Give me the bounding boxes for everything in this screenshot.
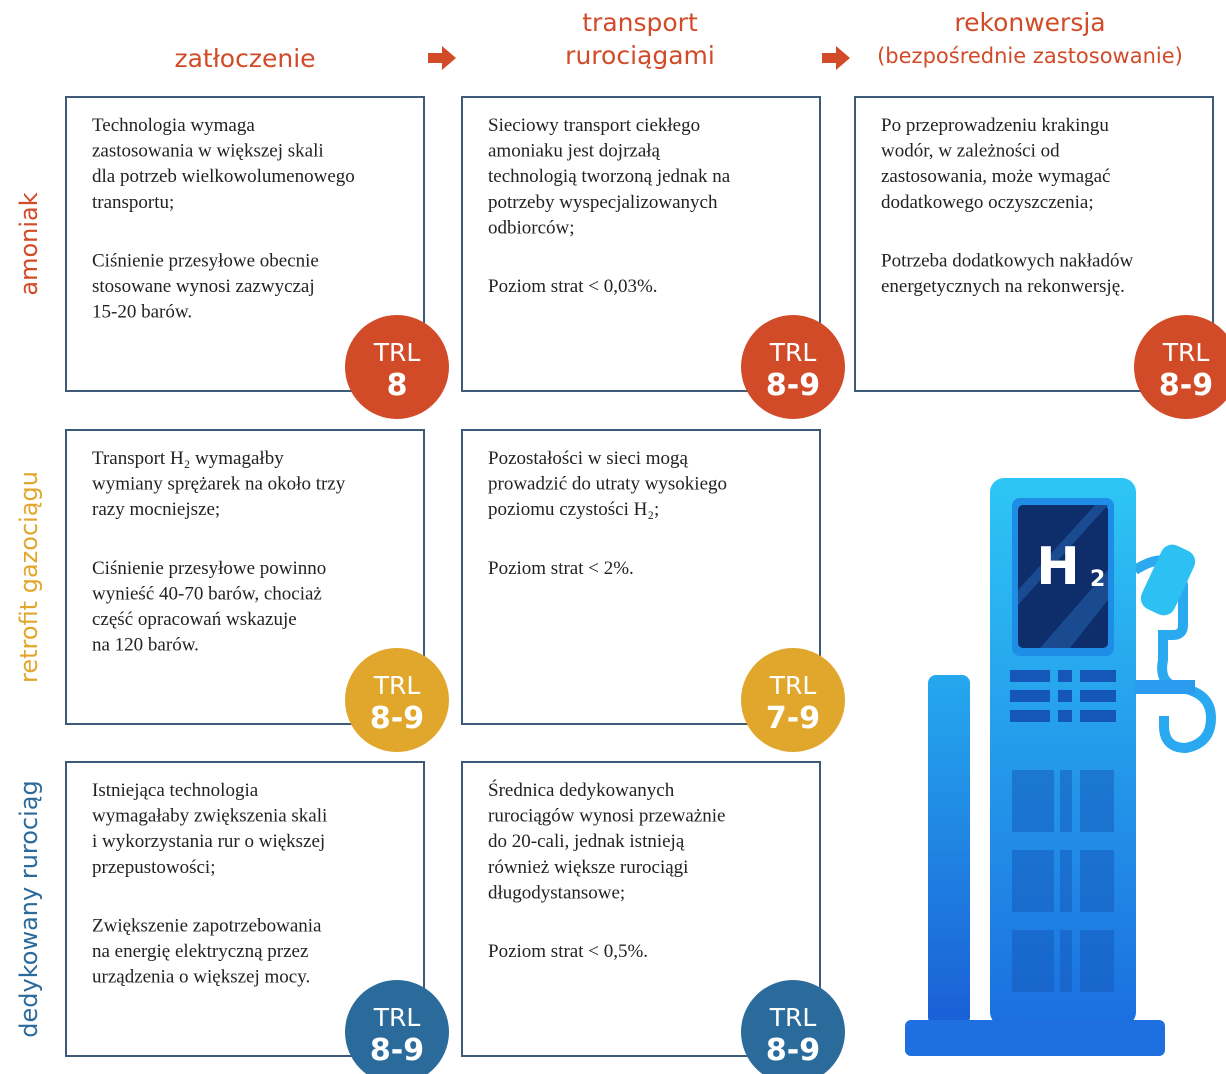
cell-text: Technologia wymaga	[92, 115, 255, 136]
hydrogen-pump: H 2	[905, 478, 1217, 1056]
row-label: amoniak	[15, 192, 43, 295]
column-header: transport	[582, 8, 698, 37]
trl-label: TRL	[373, 671, 421, 700]
cell-text: dla potrzeb wielkowolumenowego	[92, 166, 355, 187]
trl-level: 8	[387, 368, 408, 403]
cell-text: wynieść 40-70 barów, chociaż	[92, 583, 322, 604]
cell-text: Pozostałości w sieci mogą	[488, 448, 689, 469]
cell-text: Średnica dedykowanych	[488, 779, 675, 801]
trl-badge	[345, 315, 449, 419]
column-header: zatłoczenie	[174, 44, 315, 73]
keypad	[1010, 670, 1116, 992]
cell: Istniejąca technologia wymagałaby zwiększ…	[65, 761, 449, 1074]
nozzle	[1140, 544, 1196, 616]
trl-badge	[741, 315, 845, 419]
trl-label: TRL	[769, 671, 817, 700]
cell-text: wodór, w zależności od	[881, 141, 1060, 162]
cell-text: prowadzić do utraty wysokiego	[488, 474, 727, 495]
cell-text: część opracowań wskazuje	[92, 609, 297, 630]
cells: Technologia wymaga zastosowania w większe…	[65, 96, 1226, 1074]
cell-text: i wykorzystania rur o większej	[92, 831, 325, 852]
cell-text: dodatkowego oczyszczenia;	[881, 192, 1094, 213]
cell-text: Zwiększenie zapotrzebowania	[92, 915, 322, 936]
cell-text: potrzeby wyspecjalizowanych	[488, 192, 718, 213]
cell-text: zastosowania, może wymagać	[881, 166, 1111, 187]
trl-badge	[741, 648, 845, 752]
trl-level: 8-9	[1159, 368, 1213, 403]
trl-label: TRL	[373, 338, 421, 367]
cell: Sieciowy transport ciekłego amoniaku jest…	[461, 96, 845, 419]
trl-badge	[345, 980, 449, 1074]
column-header: (bezpośrednie zastosowanie)	[877, 44, 1183, 68]
cell-text: stosowane wynosi zazwyczaj	[92, 276, 315, 297]
cell: Po przeprowadzeniu krakingu wodór, w zale…	[854, 96, 1226, 419]
cell-text: Potrzeba dodatkowych nakładów	[881, 250, 1133, 271]
trl-level: 8-9	[766, 1033, 820, 1068]
column-header: rurociągami	[565, 41, 715, 70]
cell: Średnica dedykowanych rurociągów wynosi p…	[461, 761, 845, 1074]
trl-label: TRL	[1162, 338, 1210, 367]
cell-text: na 120 barów.	[92, 635, 199, 656]
trl-label: TRL	[373, 1003, 421, 1032]
trl-level: 8-9	[370, 1033, 424, 1068]
trl-label: TRL	[769, 338, 817, 367]
cell-text: Poziom strat < 2%.	[488, 558, 634, 579]
trl-level: 8-9	[766, 368, 820, 403]
trl-level: 7-9	[766, 701, 820, 736]
trl-label: TRL	[769, 1003, 817, 1032]
cell-text: wymagałaby zwiększenia skali	[92, 806, 327, 827]
cell: Pozostałości w sieci mogą prowadzić do ut…	[461, 429, 845, 752]
cell-text: 15-20 barów.	[92, 302, 192, 323]
cell-text: rurociągów wynosi przeważnie	[488, 806, 725, 827]
cell-text: Istniejąca technologia	[92, 780, 259, 801]
cell-text: również większe rurociągi	[488, 857, 688, 878]
row-label: dedykowany rurociąg	[15, 780, 43, 1037]
cell-text: Ciśnienie przesyłowe obecnie	[92, 250, 319, 271]
cell-text: razy mocniejsze;	[92, 499, 220, 520]
cell-text: przepustowości;	[92, 857, 215, 878]
cell-text: poziomu czystości H₂;	[488, 499, 659, 520]
pump-label: H	[1036, 537, 1080, 597]
cell-text: na energię elektryczną przez	[92, 941, 308, 962]
row-label: retrofit gazociągu	[15, 471, 43, 683]
arrows	[428, 46, 850, 70]
cell-text: urządzenia o większej mocy.	[92, 967, 310, 988]
cell-text: energetycznych na rekonwersję.	[881, 276, 1125, 297]
pump-label-sub: 2	[1090, 567, 1105, 592]
cell-text: do 20-cali, jednak istnieją	[488, 831, 685, 852]
cell-text: transportu;	[92, 192, 174, 213]
cell-text: Poziom strat < 0,5%.	[488, 941, 648, 962]
pipe	[1135, 680, 1195, 694]
trl-badge	[345, 648, 449, 752]
arrow	[822, 46, 850, 70]
trl-badge	[1134, 315, 1226, 419]
screen-stripes	[1018, 505, 1108, 648]
cell-text: Poziom strat < 0,03%.	[488, 276, 658, 297]
cell-text: wymiany sprężarek na około trzy	[92, 474, 346, 495]
cell-text: odbiorców;	[488, 217, 575, 238]
cell-text: Transport H₂ wymagałby	[92, 448, 284, 469]
trl-badge	[741, 980, 845, 1074]
column-header: rekonwersja	[954, 8, 1105, 37]
trl-level: 8-9	[370, 701, 424, 736]
cell-text: technologią tworzoną jednak na	[488, 166, 731, 187]
arrow	[428, 46, 456, 70]
pole	[928, 675, 970, 1025]
cell-text: amoniaku jest dojrzałą	[488, 141, 661, 162]
cell-text: długodystansowe;	[488, 882, 625, 903]
cell-text: zastosowania w większej skali	[92, 141, 324, 162]
cell-text: Sieciowy transport ciekłego	[488, 115, 700, 136]
cell-text: Po przeprowadzeniu krakingu	[881, 115, 1109, 136]
cell-text: Ciśnienie przesyłowe powinno	[92, 558, 326, 579]
cell: Technologia wymaga zastosowania w większe…	[65, 96, 449, 419]
pump-base	[905, 1020, 1165, 1056]
cell: Transport H₂ wymagałby wymiany sprężarek …	[65, 429, 449, 752]
